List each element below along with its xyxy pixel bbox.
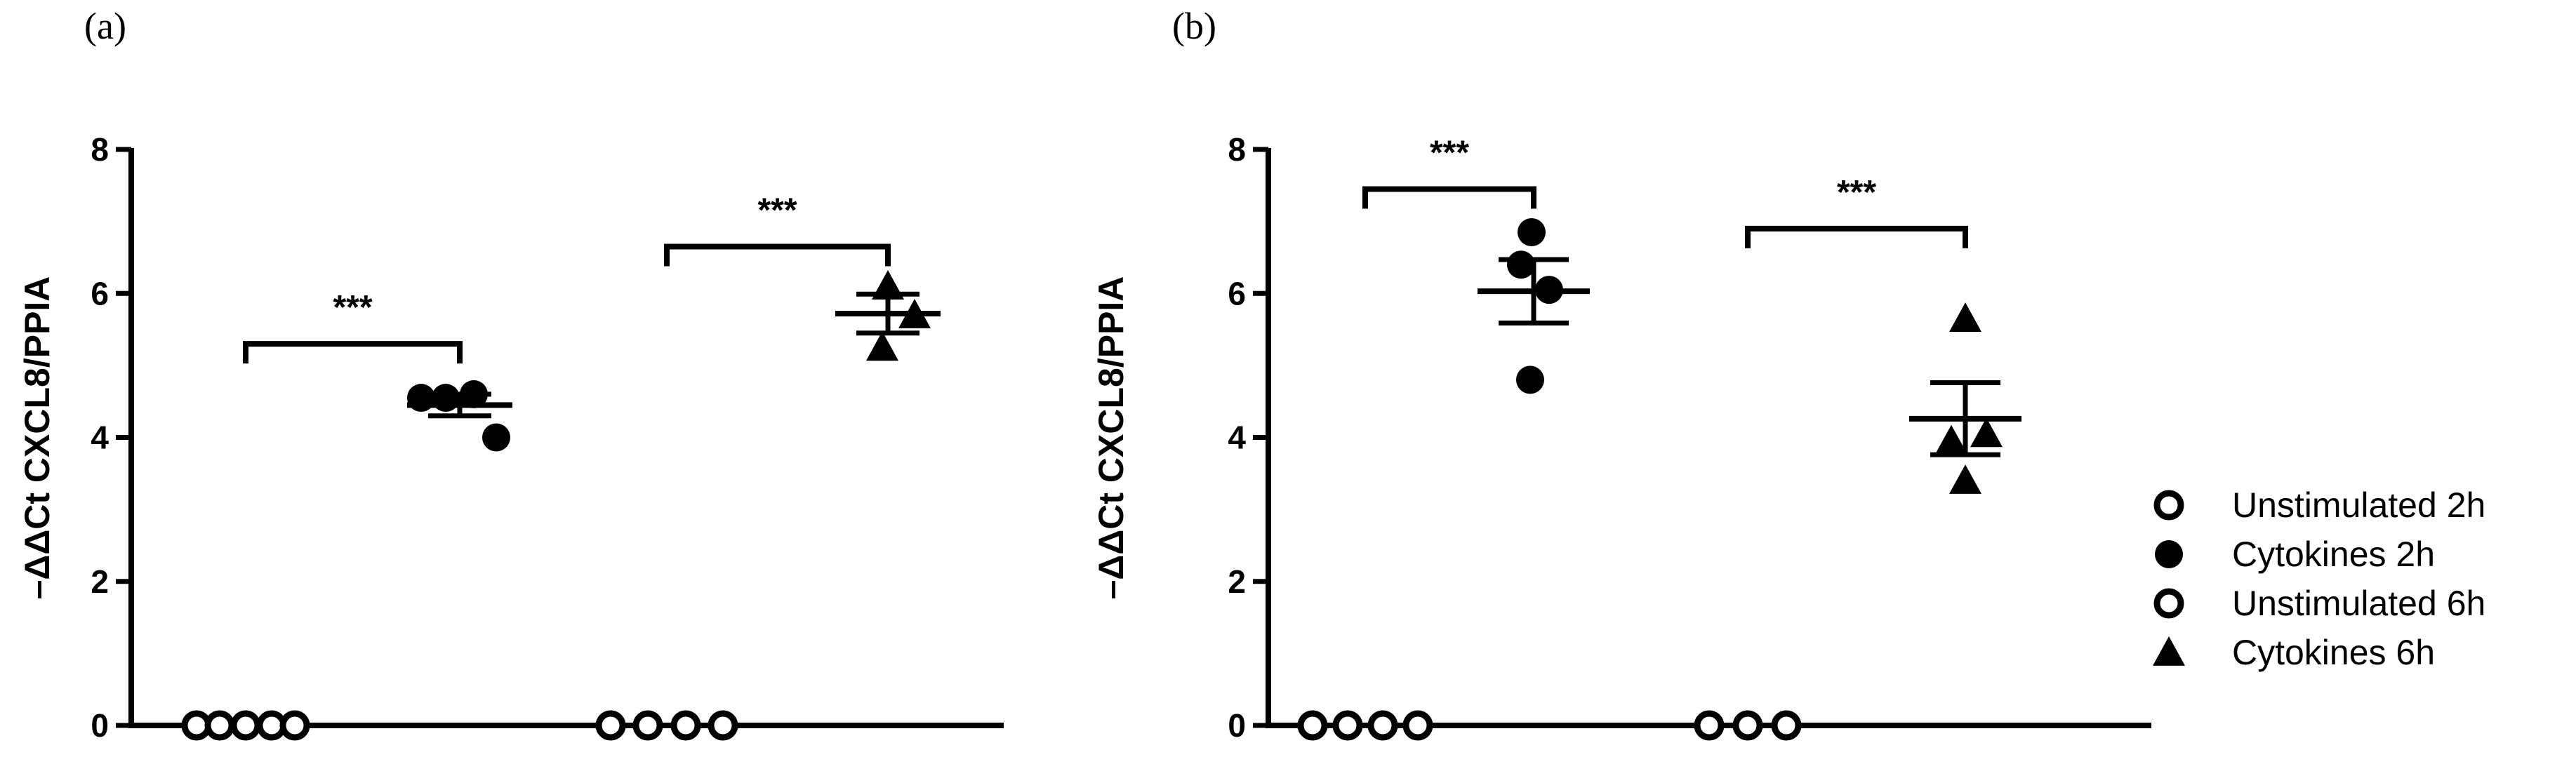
significance-label: *** bbox=[1837, 174, 1876, 211]
y-tick-label: 4 bbox=[91, 420, 109, 456]
y-axis-label: –ΔΔCt CXCL8/PPIA bbox=[18, 276, 57, 600]
data-point bbox=[708, 710, 738, 741]
y-tick-label: 2 bbox=[1228, 563, 1246, 600]
panel-label: (b) bbox=[1172, 5, 1216, 47]
data-point bbox=[1732, 710, 1763, 741]
y-tick-label: 4 bbox=[1228, 420, 1246, 456]
data-point bbox=[1332, 710, 1363, 741]
y-tick-label: 6 bbox=[91, 275, 109, 311]
legend-label: Cytokines 2h bbox=[2232, 535, 2435, 574]
data-point bbox=[1935, 424, 1967, 455]
data-point bbox=[482, 423, 510, 452]
panel-label: (a) bbox=[84, 5, 126, 47]
y-tick-label: 6 bbox=[1228, 275, 1246, 311]
significance-bracket bbox=[243, 341, 463, 364]
data-point bbox=[1949, 302, 1981, 333]
legend-label: Cytokines 6h bbox=[2232, 633, 2435, 672]
data-point bbox=[1970, 417, 2003, 448]
legend-marker bbox=[2155, 540, 2183, 568]
data-point bbox=[204, 710, 235, 741]
legend-label: Unstimulated 6h bbox=[2232, 584, 2485, 623]
data-point bbox=[1516, 366, 1544, 394]
y-tick-label: 0 bbox=[91, 707, 109, 744]
data-point bbox=[230, 710, 261, 741]
legend: Unstimulated 2h Cytokines 2h Unstimulated … bbox=[2153, 485, 2485, 672]
significance-label: *** bbox=[333, 289, 372, 326]
data-point bbox=[866, 331, 898, 361]
data-point bbox=[1367, 710, 1398, 741]
y-axis-label: –ΔΔCt CXCL8/PPIA bbox=[1091, 276, 1131, 600]
data-point bbox=[1694, 710, 1725, 741]
data-point bbox=[1518, 218, 1546, 247]
data-point bbox=[1771, 710, 1802, 741]
significance-label: *** bbox=[757, 192, 797, 229]
data-point bbox=[1949, 464, 1981, 494]
significance-bracket bbox=[1362, 186, 1536, 209]
data-point bbox=[670, 710, 701, 741]
panel-b: (b) 0 2 4 6 8 –ΔΔCt CXCL8/PPIA *** *** bbox=[1091, 5, 2151, 744]
significance-bracket bbox=[664, 243, 891, 267]
data-point bbox=[1297, 710, 1328, 741]
data-point bbox=[1402, 710, 1433, 741]
panel-a: (a) 0 2 4 6 8 –ΔΔCt CXCL8/PPIA *** *** bbox=[18, 5, 1004, 744]
y-tick-label: 8 bbox=[91, 131, 109, 168]
y-tick-label: 2 bbox=[91, 563, 109, 600]
legend-marker bbox=[2153, 636, 2185, 666]
significance-bracket bbox=[1745, 225, 1968, 248]
significance-label: *** bbox=[1430, 134, 1469, 171]
data-point bbox=[1507, 250, 1535, 279]
data-point bbox=[632, 710, 663, 741]
data-point bbox=[279, 710, 310, 741]
y-tick-label: 8 bbox=[1228, 131, 1246, 168]
y-tick-label: 0 bbox=[1228, 707, 1246, 744]
legend-marker bbox=[2153, 588, 2184, 619]
data-point bbox=[595, 710, 626, 741]
legend-marker bbox=[2153, 490, 2184, 521]
legend-label: Unstimulated 2h bbox=[2232, 485, 2485, 525]
